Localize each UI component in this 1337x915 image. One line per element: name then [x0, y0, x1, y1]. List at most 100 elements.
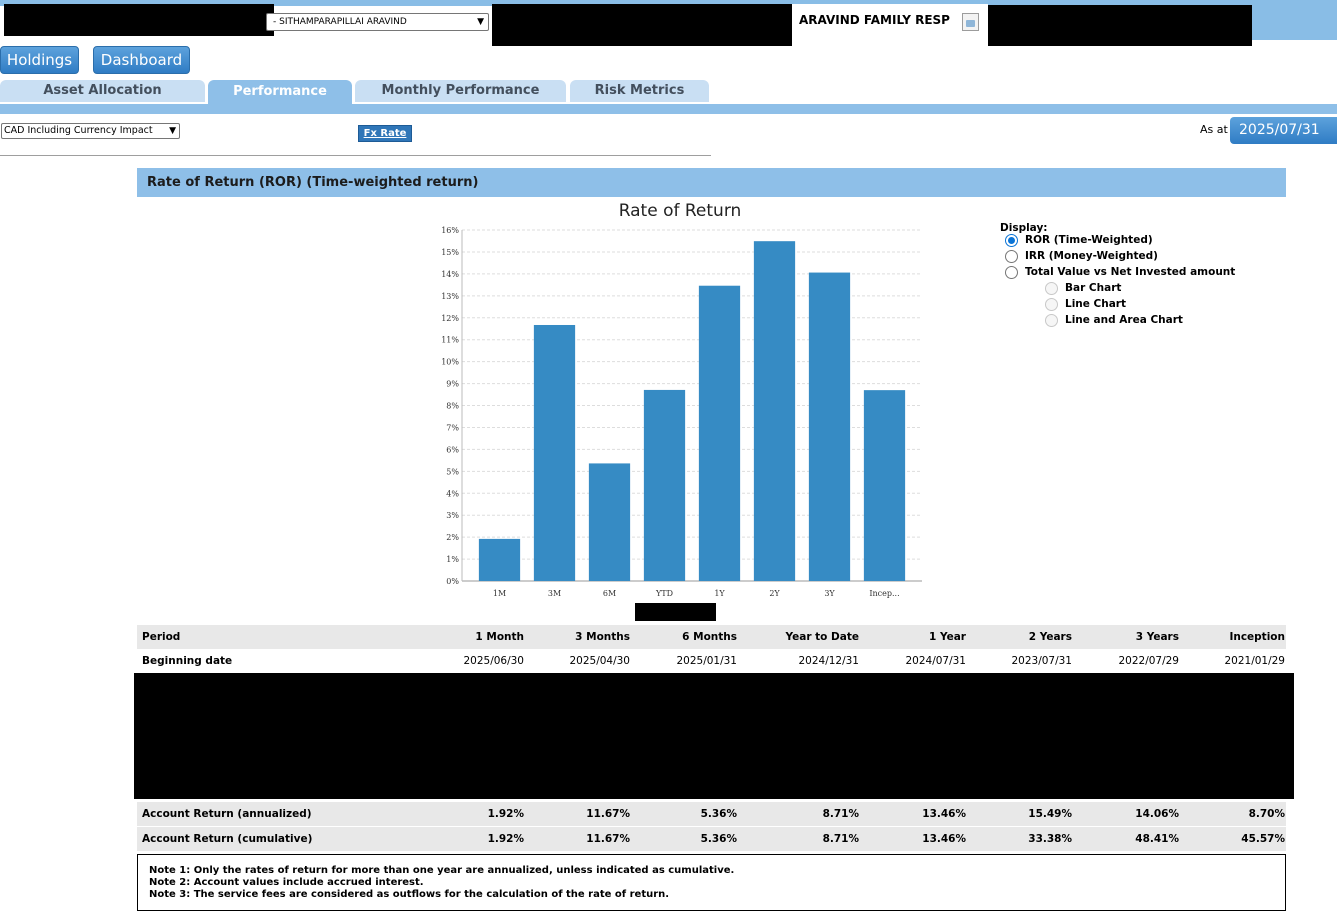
table-cell: 8.71% — [822, 833, 859, 845]
x-tick-label: 1M — [493, 589, 506, 598]
y-tick-label: 0% — [446, 577, 459, 586]
bar-1y[interactable] — [698, 285, 741, 581]
table-row: Account Return (cumulative) 1.92% 11.67%… — [137, 827, 1286, 851]
tab-strip — [0, 104, 1337, 114]
y-tick-label: 9% — [446, 380, 459, 389]
total-value-radio[interactable] — [1005, 266, 1018, 279]
bar-ytd[interactable] — [643, 389, 686, 581]
bar-incep[interactable] — [863, 390, 906, 581]
row-label: Beginning date — [142, 655, 233, 667]
divider — [0, 155, 711, 156]
y-tick-label: 6% — [446, 445, 459, 454]
x-tick-label: YTD — [655, 589, 673, 598]
table-cell: 2025/04/30 — [569, 655, 630, 667]
x-tick-label: 1Y — [714, 589, 725, 598]
chevron-down-icon: ▼ — [169, 126, 176, 136]
table-header-row: Period 1 Month 3 Months 6 Months Year to… — [137, 625, 1286, 649]
y-tick-label: 15% — [441, 248, 459, 257]
note-1: Note 1: Only the rates of return for mor… — [149, 865, 735, 876]
client-select-value: - SITHAMPARAPILLAI ARAVIND — [273, 17, 407, 27]
as-at-label: As at — [1200, 123, 1228, 136]
currency-select[interactable]: CAD Including Currency Impact ▼ — [1, 123, 180, 139]
table-cell: 33.38% — [1028, 833, 1072, 845]
dashboard-button[interactable]: Dashboard — [93, 46, 190, 74]
y-tick-label: 16% — [441, 226, 459, 235]
line-chart-option-label: Line Chart — [1065, 298, 1127, 310]
chevron-down-icon: ▼ — [477, 17, 484, 27]
as-at-date-picker[interactable]: 2025/07/31 — [1230, 117, 1337, 144]
y-tick-label: 7% — [446, 423, 459, 432]
header-cell: 1 Month — [475, 631, 524, 643]
table-cell: 45.57% — [1241, 833, 1285, 845]
note-2: Note 2: Account values include accrued i… — [149, 877, 424, 888]
table-cell: 11.67% — [586, 833, 630, 845]
table-cell: 2022/07/29 — [1118, 655, 1179, 667]
table-cell: 11.67% — [586, 808, 630, 820]
y-tick-label: 1% — [446, 555, 459, 564]
display-label: Display: — [1000, 222, 1048, 234]
ror-option-label: ROR (Time-Weighted) — [1025, 234, 1153, 246]
irr-option-label: IRR (Money-Weighted) — [1025, 250, 1158, 262]
y-tick-label: 4% — [446, 489, 459, 498]
y-tick-label: 11% — [441, 336, 459, 345]
tab-monthly-performance[interactable]: Monthly Performance — [355, 80, 566, 102]
account-name: ARAVIND FAMILY RESP — [799, 13, 950, 27]
table-cell: 2023/07/31 — [1011, 655, 1072, 667]
tab-risk-metrics[interactable]: Risk Metrics — [570, 80, 709, 102]
y-tick-label: 14% — [441, 270, 459, 279]
total-value-option-label: Total Value vs Net Invested amount — [1025, 266, 1236, 278]
table-cell: 2025/06/30 — [463, 655, 524, 667]
table-cell: 2025/01/31 — [676, 655, 737, 667]
client-select[interactable]: - SITHAMPARAPILLAI ARAVIND ▼ — [266, 13, 489, 31]
tab-asset-allocation[interactable]: Asset Allocation — [0, 80, 205, 102]
table-cell: 13.46% — [922, 808, 966, 820]
bar-chart-radio[interactable] — [1045, 282, 1058, 295]
y-tick-label: 12% — [441, 314, 459, 323]
header-cell: Period — [142, 631, 181, 643]
note-3: Note 3: The service fees are considered … — [149, 889, 670, 900]
bar-6m[interactable] — [588, 463, 631, 581]
table-cell: 8.70% — [1248, 808, 1285, 820]
row-label: Account Return (annualized) — [142, 808, 312, 820]
holdings-button[interactable]: Holdings — [0, 46, 79, 74]
irr-radio[interactable] — [1005, 250, 1018, 263]
table-row: Beginning date 2025/06/30 2025/04/30 202… — [137, 649, 1286, 673]
table-row: Account Return (annualized) 1.92% 11.67%… — [137, 802, 1286, 826]
bar-3y[interactable] — [808, 272, 851, 581]
bar-3m[interactable] — [533, 324, 576, 581]
row-label: Account Return (cumulative) — [142, 833, 313, 845]
table-cell: 5.36% — [700, 808, 737, 820]
line-chart-radio[interactable] — [1045, 298, 1058, 311]
table-cell: 14.06% — [1135, 808, 1179, 820]
header-cell: 2 Years — [1028, 631, 1072, 643]
table-cell: 2021/01/29 — [1224, 655, 1285, 667]
table-cell: 15.49% — [1028, 808, 1072, 820]
header-cell: 1 Year — [929, 631, 966, 643]
table-cell: 48.41% — [1135, 833, 1179, 845]
y-tick-label: 13% — [441, 292, 459, 301]
ror-radio[interactable] — [1005, 234, 1018, 247]
chart-title: Rate of Return — [618, 201, 742, 221]
account-header: ARAVIND FAMILY RESP — [792, 4, 988, 40]
table-cell: 2024/12/31 — [798, 655, 859, 667]
redacted-block — [635, 603, 716, 621]
y-tick-label: 3% — [446, 511, 459, 520]
image-icon[interactable] — [962, 13, 979, 31]
table-cell: 2024/07/31 — [905, 655, 966, 667]
notes-box: Note 1: Only the rates of return for mor… — [137, 854, 1286, 911]
currency-select-value: CAD Including Currency Impact — [4, 125, 153, 136]
bar-1m[interactable] — [478, 538, 521, 581]
x-tick-label: 6M — [603, 589, 616, 598]
tab-performance[interactable]: Performance — [208, 80, 352, 106]
bar-2y[interactable] — [753, 241, 796, 582]
table-cell: 5.36% — [700, 833, 737, 845]
y-tick-label: 5% — [446, 467, 459, 476]
redacted-block — [4, 4, 274, 36]
header-cell: Inception — [1229, 631, 1285, 643]
y-tick-label: 10% — [441, 358, 459, 367]
redacted-block — [134, 673, 1294, 799]
redacted-block — [492, 4, 792, 46]
line-area-chart-radio[interactable] — [1045, 314, 1058, 327]
fx-rate-button[interactable]: Fx Rate — [358, 125, 412, 142]
